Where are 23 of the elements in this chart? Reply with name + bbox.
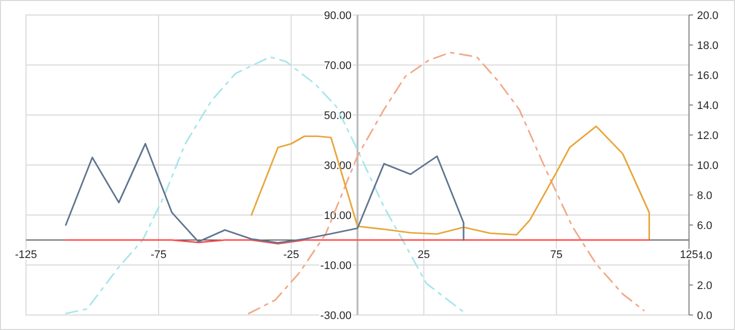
y-tick-label: 10.00 [324,210,352,222]
y2-tick-label: 18.0 [697,40,718,52]
x-tick-label: 25 [418,249,430,261]
line-series [250,125,650,241]
x-tick-label: -25 [283,249,300,261]
y-tick-label: -10.00 [320,260,352,272]
y-tick-label: -30.00 [320,310,352,322]
y2-tick-label: 16.0 [697,70,718,82]
y2-tick-label: 12.0 [697,130,718,142]
y2-tick-label: 2.0 [697,280,712,292]
y2-tick-label: 20.0 [697,10,718,22]
y2-tick-label: 0.0 [697,310,712,322]
y2-tick-label: 10.0 [697,160,718,172]
y2-tick-label: 8.0 [697,190,712,202]
x-tick-label: 75 [550,249,563,261]
y2-tick-label: 14.0 [697,100,718,112]
y-tick-label: 50.00 [324,110,352,122]
x-tick-label: -75 [150,249,167,261]
line-series [64,142,464,244]
x-tick-label: -125 [14,249,38,261]
y-tick-label: 90.00 [324,10,352,22]
y-tick-label: 70.00 [324,60,352,72]
y2-tick-label: 6.0 [697,220,712,232]
